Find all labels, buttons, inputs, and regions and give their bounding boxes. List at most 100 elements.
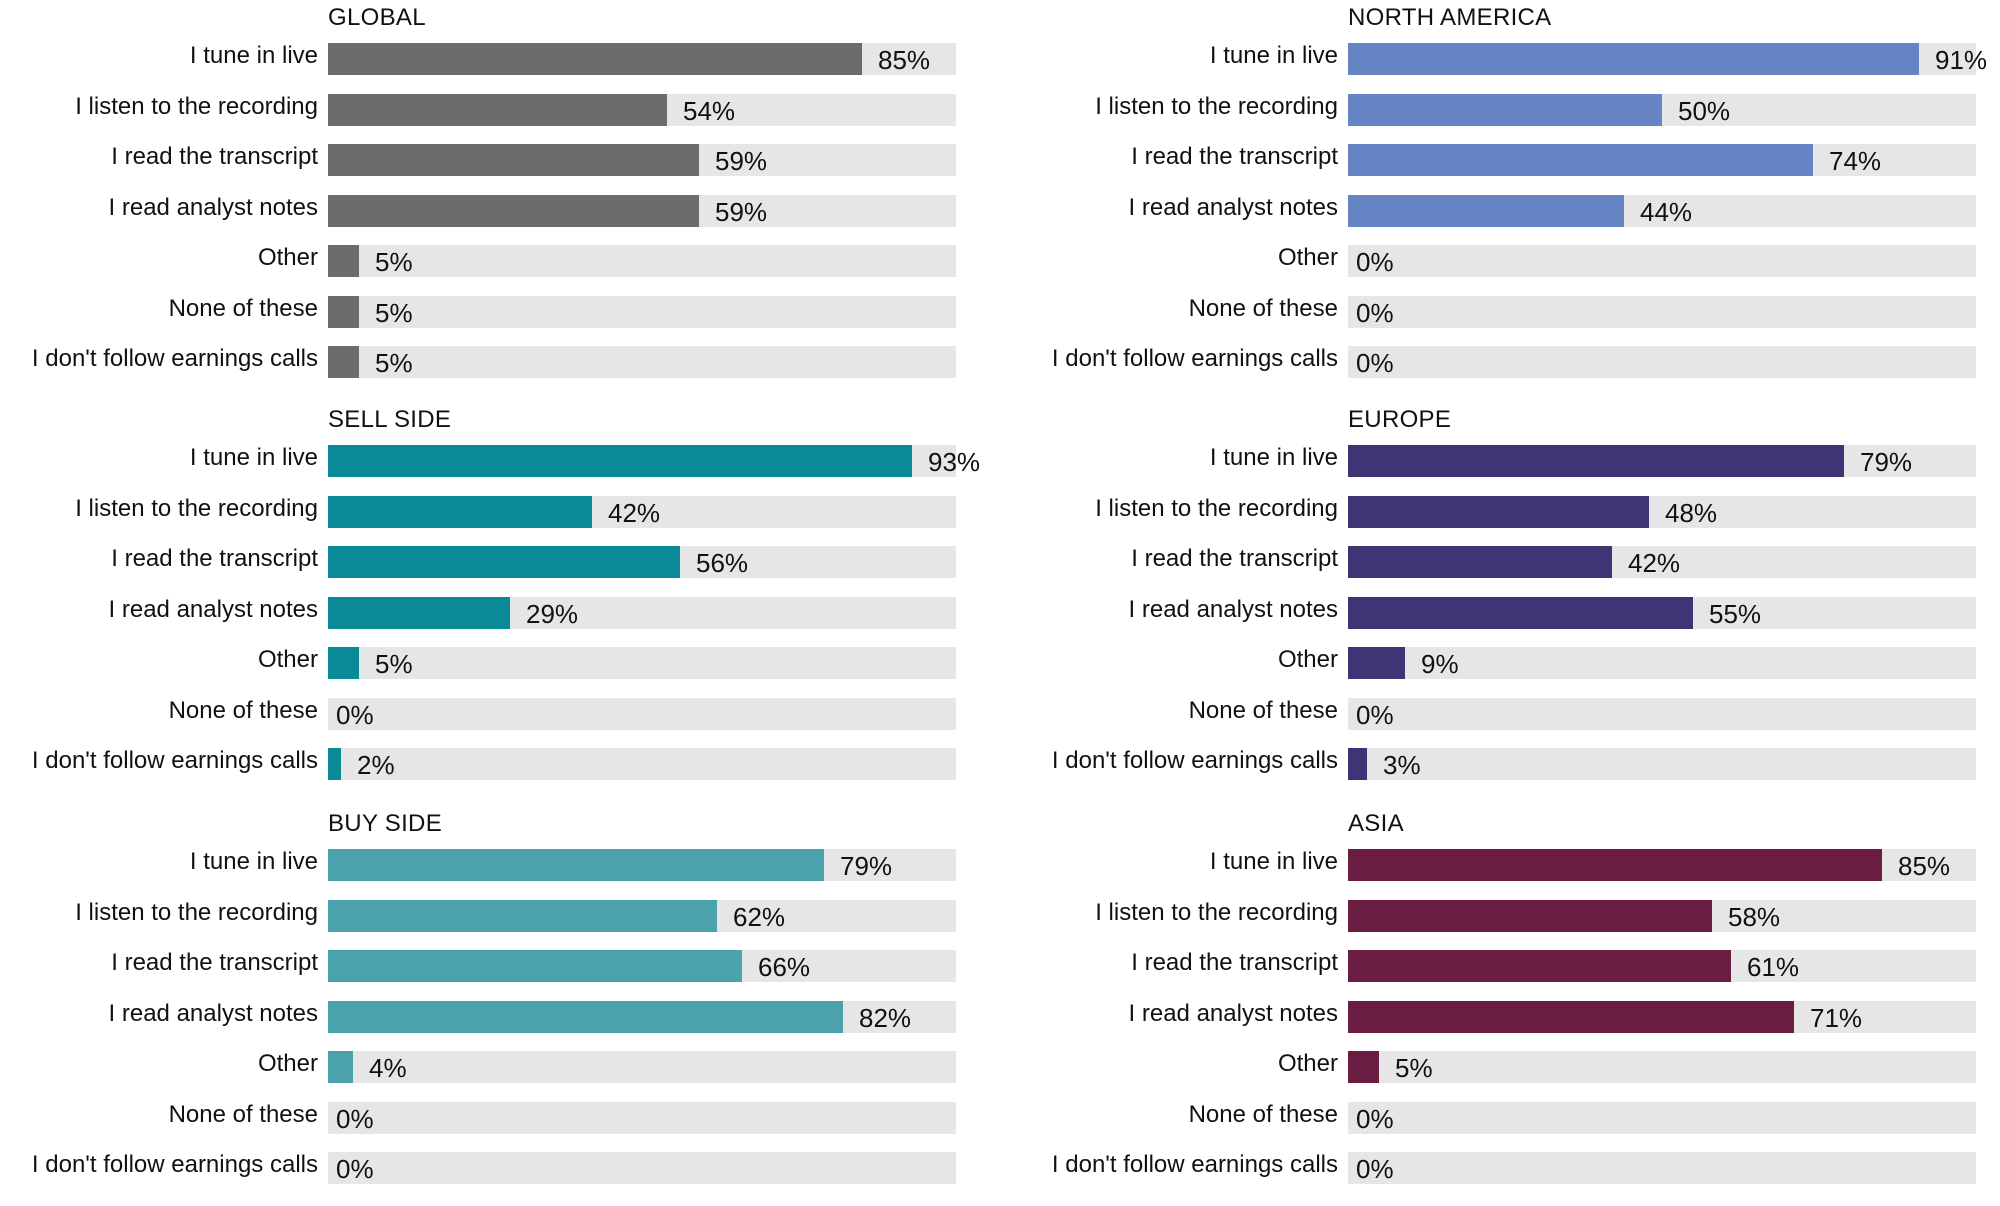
category-label: None of these (168, 696, 318, 724)
category-label: I tune in live (1209, 444, 1338, 471)
value-label: 0% (1356, 348, 1394, 378)
bar (328, 647, 359, 679)
value-label: 59% (715, 196, 768, 227)
bar (328, 748, 341, 780)
value-label: 91% (1935, 45, 1988, 75)
bar-track (328, 1152, 956, 1184)
category-label: I tune in live (1209, 42, 1338, 69)
category-label: I read analyst notes (108, 595, 318, 623)
bar-track (328, 93, 956, 126)
value-label: 9% (1421, 649, 1459, 679)
bar-track (328, 1051, 956, 1083)
bar-track (328, 194, 956, 227)
category-label: Other (1277, 244, 1338, 271)
category-label: I don't follow earnings calls (31, 1151, 318, 1178)
value-label: 4% (369, 1053, 407, 1083)
category-label: I listen to the recording (1095, 494, 1338, 522)
bar-track (328, 697, 956, 730)
value-label: 5% (375, 348, 413, 378)
bar-track (1348, 1051, 1976, 1083)
category-label: I read analyst notes (108, 999, 318, 1027)
category-label: I tune in live (189, 848, 318, 875)
bar-track (328, 346, 956, 378)
bar-track (1348, 144, 1976, 176)
bar-track (1348, 93, 1976, 126)
value-label: 0% (1356, 1154, 1394, 1184)
bar (1348, 748, 1367, 780)
bar (1348, 144, 1813, 176)
bar (1348, 596, 1693, 629)
bar (328, 194, 699, 227)
bar-track (328, 445, 956, 477)
category-label: I don't follow earnings calls (1051, 345, 1338, 372)
category-label: None of these (1188, 294, 1338, 322)
bar-track (328, 144, 956, 176)
bar-track (328, 546, 956, 578)
value-label: 0% (1356, 297, 1394, 328)
bar-track (1348, 546, 1976, 578)
category-label: None of these (168, 294, 318, 322)
category-label: I read the transcript (111, 949, 318, 976)
bar-track (328, 1101, 956, 1134)
bar-track (1348, 495, 1976, 528)
category-label: I don't follow earnings calls (1051, 747, 1338, 774)
bar-track (1348, 596, 1976, 629)
bar-track (1348, 1101, 1976, 1134)
bar-track (328, 245, 956, 277)
value-label: 42% (608, 497, 661, 528)
bar-track (328, 950, 956, 982)
bar-track (328, 1000, 956, 1033)
value-label: 3% (1383, 750, 1421, 780)
category-label: I tune in live (189, 444, 318, 471)
chart-panel-asia: ASIA I tune in live 85% I listen to the rec… (1020, 806, 2000, 1206)
value-label: 48% (1665, 497, 1718, 528)
category-label: I listen to the recording (75, 92, 318, 120)
bar-track (1348, 1152, 1976, 1184)
value-label: 74% (1829, 146, 1882, 176)
bar (328, 43, 862, 75)
category-label: I read the transcript (111, 545, 318, 572)
bar (328, 93, 667, 126)
value-label: 0% (1356, 1103, 1394, 1134)
category-label: None of these (1188, 696, 1338, 724)
bar-track (1348, 899, 1976, 932)
panel-title: NORTH AMERICA (1348, 4, 1552, 31)
bar-track (328, 899, 956, 932)
bar-track (328, 748, 956, 780)
bar-track (1348, 445, 1976, 477)
bar-track (328, 849, 956, 881)
bar-track (1348, 194, 1976, 227)
value-label: 93% (928, 447, 981, 477)
chart-panel-buy-side: BUY SIDE I tune in live 79% I listen to the… (0, 806, 1000, 1206)
value-label: 62% (733, 901, 786, 932)
value-label: 56% (696, 548, 749, 578)
category-label: I listen to the recording (75, 494, 318, 522)
bar (328, 144, 699, 176)
bar (328, 950, 742, 982)
bar (328, 596, 510, 629)
bar (328, 245, 359, 277)
bar (1348, 43, 1919, 75)
bar (1348, 93, 1662, 126)
category-label: I read the transcript (1131, 949, 1338, 976)
category-label: Other (1277, 646, 1338, 673)
category-label: I read analyst notes (1128, 595, 1338, 623)
bar (328, 495, 592, 528)
chart-panel-global: GLOBAL I tune in live 85% I listen to the r… (0, 0, 1000, 400)
category-label: I tune in live (1209, 848, 1338, 875)
bar (328, 445, 912, 477)
category-label: Other (257, 646, 318, 673)
value-label: 5% (1395, 1053, 1433, 1083)
bar-track (1348, 697, 1976, 730)
bar-track (1348, 245, 1976, 277)
category-label: I read the transcript (111, 143, 318, 170)
value-label: 54% (683, 95, 736, 126)
panel-title: ASIA (1348, 810, 1404, 837)
value-label: 0% (336, 699, 374, 730)
category-label: I read analyst notes (108, 193, 318, 221)
bar-track (1348, 43, 1976, 75)
value-label: 85% (1898, 851, 1951, 881)
category-label: I listen to the recording (1095, 92, 1338, 120)
bar (1348, 546, 1612, 578)
bar-track (1348, 849, 1976, 881)
